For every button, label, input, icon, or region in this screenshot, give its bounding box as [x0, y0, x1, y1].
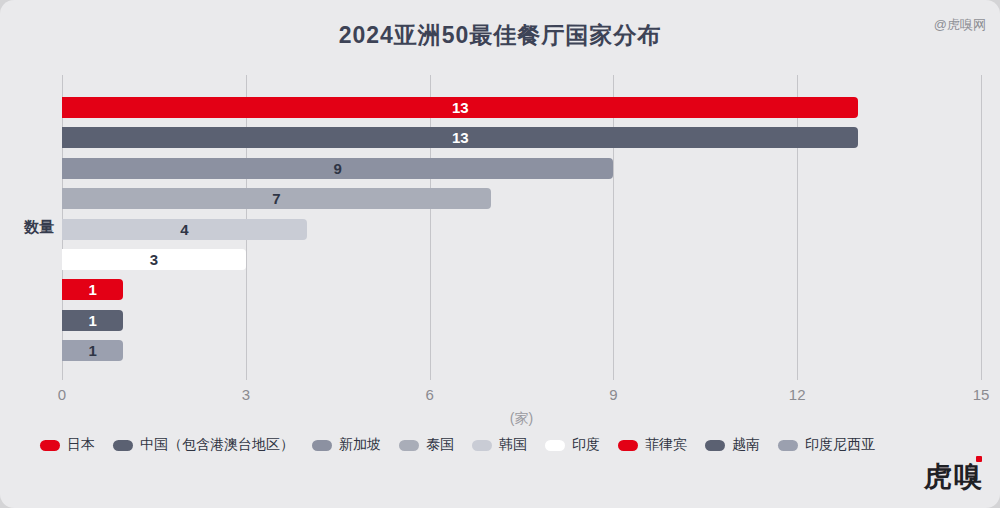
bar-日本: 13 [62, 97, 858, 118]
huxiu-logo-text: 虎嗅 [924, 461, 984, 492]
legend-swatch-icon [778, 440, 798, 451]
bar-value-label: 1 [62, 310, 123, 331]
x-axis-unit: (家) [62, 410, 981, 428]
legend-label: 中国（包含港澳台地区） [140, 436, 294, 454]
bar-印度尼西亚: 1 [62, 340, 123, 361]
x-tick-label: 3 [242, 386, 250, 403]
bar-series: 13 13 9 7 4 3 1 1 1 [62, 97, 981, 371]
legend: 日本 中国（包含港澳台地区） 新加坡 泰国 韩国 印度 菲律宾 越南 印度尼西亚 [0, 436, 915, 454]
bar-row: 3 [62, 249, 981, 270]
bar-韩国: 4 [62, 219, 307, 240]
legend-item-日本: 日本 [40, 436, 95, 454]
bar-菲律宾: 1 [62, 279, 123, 300]
infographic-card: 2024亚洲50最佳餐厅国家分布 @虎嗅网 数量 13 13 9 7 4 3 1 1 1 0 3 6… [0, 0, 1000, 508]
legend-item-菲律宾: 菲律宾 [618, 436, 687, 454]
legend-swatch-icon [399, 440, 419, 451]
legend-item-韩国: 韩国 [472, 436, 527, 454]
legend-label: 日本 [67, 436, 95, 454]
legend-label: 韩国 [499, 436, 527, 454]
bar-中国（包含港澳台地区）: 13 [62, 127, 858, 148]
bar-value-label: 7 [62, 188, 491, 209]
bar-row: 9 [62, 158, 981, 179]
legend-swatch-icon [618, 440, 638, 451]
legend-item-印度: 印度 [545, 436, 600, 454]
legend-item-新加坡: 新加坡 [312, 436, 381, 454]
legend-item-印度尼西亚: 印度尼西亚 [778, 436, 875, 454]
bar-value-label: 9 [62, 158, 613, 179]
x-tick-label: 9 [609, 386, 617, 403]
huxiu-logo: 虎嗅 [924, 458, 984, 496]
bar-row: 13 [62, 97, 981, 118]
x-axis-ticks: 03691215 [62, 386, 981, 404]
bar-row: 4 [62, 219, 981, 240]
bar-value-label: 1 [62, 340, 123, 361]
x-tick-label: 0 [58, 386, 66, 403]
legend-label: 泰国 [426, 436, 454, 454]
x-axis-unit-label: (家) [510, 410, 533, 426]
bar-value-label: 13 [62, 127, 858, 148]
legend-item-越南: 越南 [705, 436, 760, 454]
x-tick-label: 15 [973, 386, 990, 403]
legend-label: 新加坡 [339, 436, 381, 454]
bar-value-label: 4 [62, 219, 307, 240]
legend-swatch-icon [312, 440, 332, 451]
bar-印度: 3 [62, 249, 246, 270]
bar-row: 1 [62, 279, 981, 300]
bar-value-label: 13 [62, 97, 858, 118]
legend-swatch-icon [113, 440, 133, 451]
logo-red-accent-icon [976, 456, 982, 462]
legend-label: 印度 [572, 436, 600, 454]
watermark-text: @虎嗅网 [934, 16, 986, 34]
legend-label: 菲律宾 [645, 436, 687, 454]
bar-value-label: 3 [62, 249, 246, 270]
legend-item-中国（包含港澳台地区）: 中国（包含港澳台地区） [113, 436, 294, 454]
gridline [981, 75, 982, 380]
x-tick-label: 12 [789, 386, 806, 403]
chart-title: 2024亚洲50最佳餐厅国家分布 [0, 20, 1000, 51]
bar-row: 1 [62, 340, 981, 361]
bar-row: 13 [62, 127, 981, 148]
bar-row: 1 [62, 310, 981, 331]
legend-swatch-icon [705, 440, 725, 451]
legend-label: 越南 [732, 436, 760, 454]
x-tick-label: 6 [425, 386, 433, 403]
legend-swatch-icon [545, 440, 565, 451]
y-axis-label: 数量 [24, 218, 54, 237]
legend-swatch-icon [472, 440, 492, 451]
legend-label: 印度尼西亚 [805, 436, 875, 454]
bar-row: 7 [62, 188, 981, 209]
bar-越南: 1 [62, 310, 123, 331]
bar-泰国: 7 [62, 188, 491, 209]
bar-新加坡: 9 [62, 158, 613, 179]
plot-area: 13 13 9 7 4 3 1 1 1 [62, 75, 981, 380]
legend-item-泰国: 泰国 [399, 436, 454, 454]
legend-swatch-icon [40, 440, 60, 451]
bar-value-label: 1 [62, 279, 123, 300]
